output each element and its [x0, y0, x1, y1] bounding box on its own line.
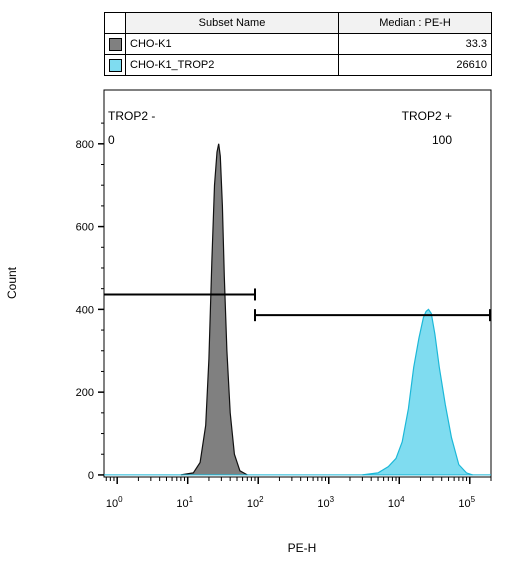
series-line-cho-k1	[180, 143, 248, 476]
gate-label-trop2-negative: TROP2 -	[108, 109, 155, 123]
subset-legend-table: Subset Name Median : PE-H CHO-K1 33.3 CH…	[104, 12, 492, 76]
x-tick-label: 100	[106, 495, 123, 510]
x-axis-label: PE-H	[288, 541, 317, 555]
y-axis-label: Count	[5, 266, 19, 299]
legend-header-row: Subset Name Median : PE-H	[104, 12, 492, 34]
y-tick-label: 800	[76, 139, 94, 151]
legend-swatch-cell	[104, 54, 126, 76]
series-area-cho-k1-trop2	[362, 309, 473, 475]
x-tick-exponent: 5	[471, 495, 476, 504]
gate-value-trop2-positive: 100	[432, 133, 452, 147]
series-line-cho-k1-trop2	[362, 308, 473, 476]
legend-swatch-cho-k1-trop2	[108, 58, 122, 72]
legend-row: CHO-K1 33.3	[104, 33, 492, 55]
y-tick-label: 0	[88, 470, 94, 482]
x-tick-exponent: 1	[189, 495, 194, 504]
legend-header-median: Median : PE-H	[338, 12, 492, 34]
x-tick-exponent: 2	[259, 495, 264, 504]
x-tick-exponent: 0	[118, 495, 123, 504]
y-tick-label: 200	[76, 387, 94, 399]
plot-frame	[103, 89, 492, 478]
x-tick-exponent: 4	[400, 495, 405, 504]
x-tick-label: 104	[388, 495, 405, 510]
gate-label-trop2-positive: TROP2 +	[402, 109, 452, 123]
x-tick-label: 105	[458, 495, 475, 510]
y-tick-label: 400	[76, 304, 94, 316]
legend-subset-name: CHO-K1_TROP2	[125, 54, 339, 76]
legend-row: CHO-K1_TROP2 26610	[104, 54, 492, 76]
x-tick-label: 103	[317, 495, 334, 510]
series-area-cho-k1	[180, 143, 248, 475]
x-tick-exponent: 3	[330, 495, 335, 504]
series-layer	[104, 143, 491, 476]
legend-swatch-cho-k1	[108, 37, 122, 51]
legend-subset-name: CHO-K1	[125, 33, 339, 55]
legend-median-value: 26610	[338, 54, 492, 76]
gate-layer: TROP2 - 0 TROP2 + 100	[104, 109, 491, 322]
y-tick-label: 600	[76, 222, 94, 234]
x-tick-label: 102	[247, 495, 264, 510]
gate-value-trop2-negative: 0	[108, 133, 115, 147]
x-tick-label: 101	[176, 495, 193, 510]
